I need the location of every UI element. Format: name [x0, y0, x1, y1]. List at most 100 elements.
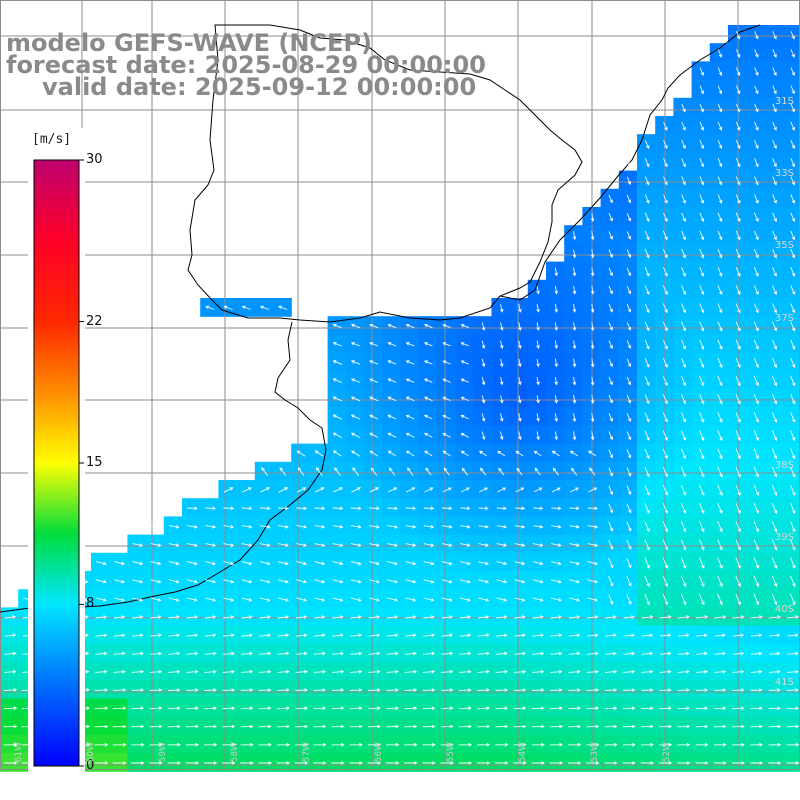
wind-arrow	[442, 323, 451, 329]
wind-arrow	[532, 579, 544, 584]
wind-arrow	[662, 557, 669, 569]
wind-arrow	[699, 176, 705, 186]
wind-arrow	[608, 231, 613, 240]
wind-cell	[691, 698, 711, 718]
wind-arrow	[735, 67, 741, 77]
wind-arrow	[222, 706, 236, 711]
wind-cell	[436, 643, 456, 663]
wind-arrow	[790, 85, 795, 95]
wind-arrow	[644, 285, 650, 295]
wind-arrow	[369, 524, 380, 529]
wind-arrow	[659, 724, 673, 729]
wind-cell	[236, 662, 256, 681]
wind-cell	[309, 680, 329, 699]
wind-arrow	[496, 543, 508, 547]
wind-cell	[491, 625, 511, 645]
wind-cell	[273, 734, 292, 754]
wind-cell	[473, 734, 492, 754]
wind-cell	[691, 643, 711, 663]
wind-arrow	[204, 688, 217, 692]
wind-cell	[327, 716, 347, 736]
wind-arrow	[167, 706, 181, 711]
wind-arrow	[772, 321, 778, 332]
wind-arrow	[644, 521, 650, 533]
wind-arrow	[735, 521, 741, 533]
wind-cell	[691, 734, 711, 754]
wind-arrow	[422, 688, 436, 692]
wind-cell	[546, 480, 565, 499]
wind-cell	[746, 716, 765, 736]
wind-arrow	[478, 524, 489, 529]
wind-cell	[218, 516, 238, 536]
wind-arrow	[735, 394, 741, 405]
wind-arrow	[350, 524, 362, 529]
wind-cell	[637, 698, 656, 718]
wind-arrow	[699, 248, 705, 259]
wind-arrow	[659, 669, 672, 674]
wind-arrow	[572, 358, 577, 368]
wind-arrow	[590, 413, 595, 423]
wind-cell	[509, 607, 529, 627]
wind-arrow	[513, 669, 527, 674]
wind-arrow	[531, 688, 545, 692]
wind-arrow	[496, 524, 508, 529]
wind-cell	[782, 79, 800, 99]
wind-arrow	[753, 230, 759, 241]
wind-arrow	[294, 761, 309, 765]
wind-arrow	[332, 378, 342, 384]
wind-arrow	[295, 633, 308, 638]
wind-cell	[764, 625, 784, 645]
wind-cell	[382, 480, 401, 499]
wind-arrow	[626, 213, 632, 222]
wind-arrow	[681, 267, 686, 277]
wind-arrow	[350, 561, 362, 566]
wind-arrow	[623, 651, 636, 656]
wind-arrow	[753, 357, 759, 369]
wind-arrow	[222, 724, 236, 729]
wind-cell	[709, 716, 729, 736]
wind-cell	[673, 734, 693, 754]
wind-arrow	[460, 378, 469, 383]
wind-arrow	[258, 742, 272, 747]
wind-arrow	[440, 688, 454, 692]
wind-arrow	[626, 340, 632, 350]
wind-arrow	[3, 688, 18, 692]
wind-arrow	[568, 742, 582, 747]
wind-arrow	[387, 524, 399, 529]
wind-arrow	[497, 450, 506, 457]
wind-cell	[182, 516, 201, 536]
wind-arrow	[608, 395, 613, 404]
wind-cell	[127, 625, 147, 645]
wind-arrow	[258, 724, 272, 729]
wind-cell	[163, 680, 183, 699]
wind-cell	[782, 734, 800, 754]
wind-arrow	[568, 724, 582, 729]
wind-arrow	[714, 633, 726, 638]
wind-arrow	[478, 450, 487, 457]
longitude-label: 53W	[590, 742, 600, 763]
wind-arrow	[659, 615, 672, 619]
wind-arrow	[186, 597, 198, 602]
wind-arrow	[131, 724, 145, 729]
latitude-label: 31S	[774, 96, 794, 107]
wind-arrow	[241, 579, 253, 584]
wind-cell	[673, 662, 693, 681]
wind-arrow	[753, 557, 760, 569]
wind-arrow	[495, 651, 508, 656]
wind-arrow	[167, 724, 181, 729]
wind-arrow	[499, 395, 504, 404]
wind-arrow	[499, 431, 504, 441]
wind-cell	[782, 498, 800, 517]
wind-arrow	[588, 487, 598, 493]
wind-arrow	[186, 615, 199, 619]
wind-cell	[200, 753, 219, 772]
wind-cell	[0, 607, 19, 627]
wind-cell	[600, 753, 620, 772]
wind-arrow	[681, 212, 686, 223]
wind-arrow	[680, 448, 687, 460]
wind-arrow	[572, 322, 577, 332]
wind-arrow	[754, 85, 759, 95]
wind-arrow	[513, 706, 527, 711]
wind-cell	[309, 498, 329, 517]
wind-arrow	[477, 615, 490, 619]
